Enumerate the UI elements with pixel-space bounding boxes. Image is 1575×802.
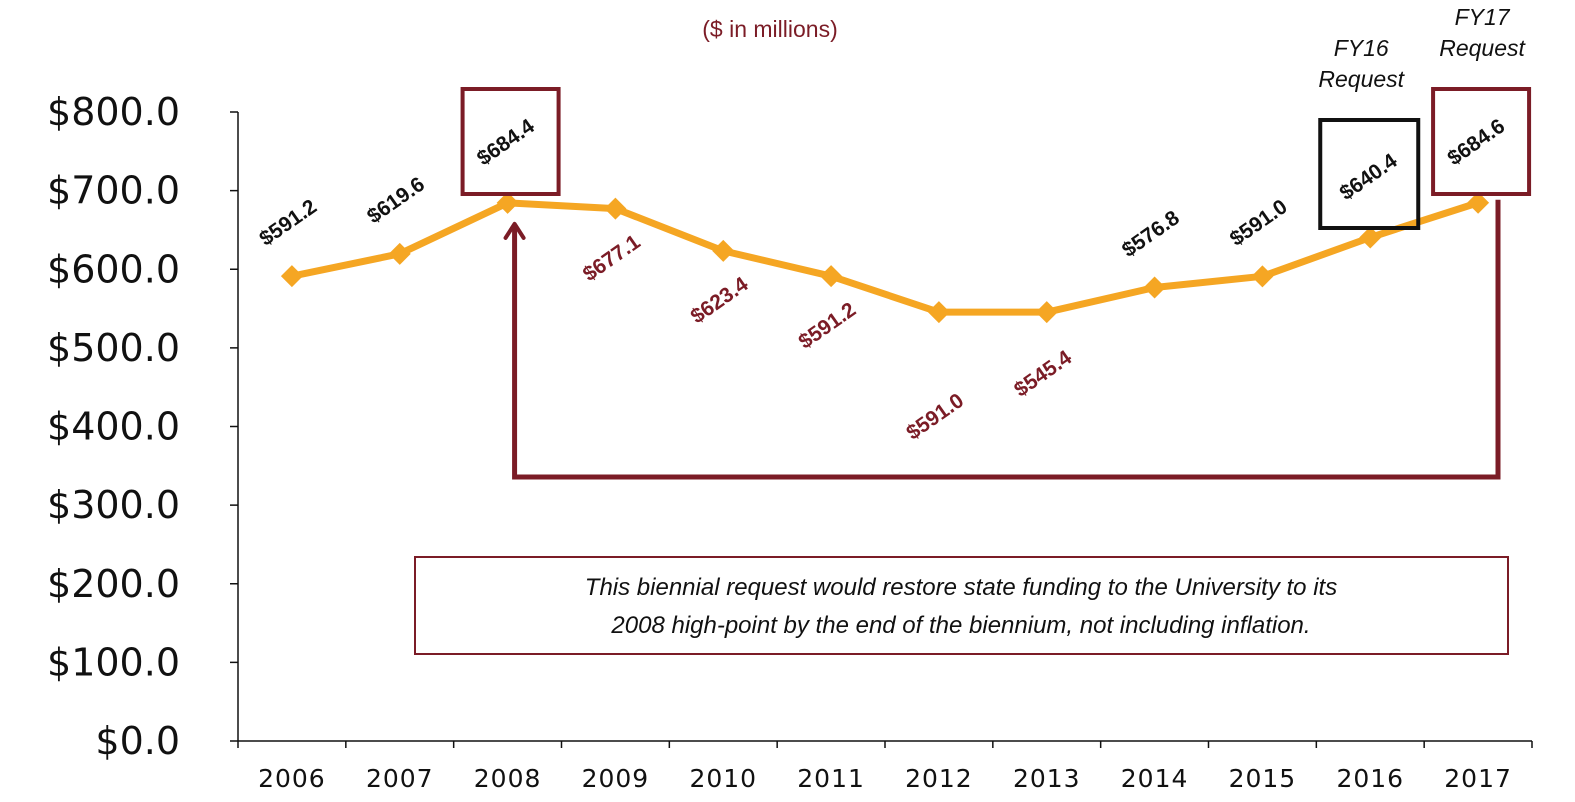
request-label-line-2: Request — [1318, 66, 1405, 92]
restore-bracket — [503, 199, 1501, 480]
axes — [230, 111, 1533, 748]
annotation-line-2: 2008 high-point by the end of the bienni… — [610, 612, 1310, 639]
y-tick-label: $300.0 — [47, 483, 180, 527]
request-labels: FY16 Request FY17 Request — [1318, 4, 1526, 92]
x-axis-labels: 2006 2007 2008 2009 2010 2011 2012 2013 2014 2015… — [258, 764, 1512, 793]
x-tick-label: 2014 — [1121, 764, 1189, 793]
data-point-marker — [604, 197, 627, 220]
x-tick-label: 2006 — [258, 764, 326, 793]
highlight-box — [1431, 87, 1532, 196]
x-tick-label: 2012 — [905, 764, 973, 793]
series-line-layer — [291, 199, 1480, 316]
data-point-marker — [1467, 191, 1490, 214]
data-label: $576.8 — [1118, 206, 1184, 262]
annotation-box: This biennial request would restore stat… — [414, 556, 1509, 655]
request-label-line-1: FY17 — [1455, 4, 1511, 30]
y-tick-label: $0.0 — [95, 719, 180, 763]
y-tick-label: $800.0 — [47, 90, 180, 134]
data-label: $623.4 — [687, 273, 753, 329]
y-tick-label: $400.0 — [47, 405, 180, 449]
data-point-marker — [280, 265, 303, 288]
x-tick-label: 2013 — [1013, 764, 1081, 793]
data-label: $619.6 — [363, 173, 429, 229]
highlight-boxes — [460, 87, 1532, 230]
data-label: $640.4 — [1336, 149, 1402, 205]
data-point-marker — [1143, 276, 1166, 299]
highlight-box — [1318, 118, 1421, 230]
data-point-marker — [1359, 226, 1382, 249]
data-point-marker — [388, 242, 411, 265]
x-tick-label: 2017 — [1444, 764, 1512, 793]
bracket-line — [512, 199, 1501, 480]
data-label: $591.2 — [794, 298, 860, 354]
y-tick-label: $700.0 — [47, 169, 180, 213]
request-label-line-1: FY16 — [1334, 35, 1389, 61]
y-tick-label: $600.0 — [47, 247, 180, 291]
x-tick-label: 2010 — [689, 764, 757, 793]
x-tick-label: 2007 — [366, 764, 434, 793]
data-label: $545.4 — [1010, 346, 1076, 402]
data-label: $591.2 — [255, 195, 321, 251]
annotation-line-1: This biennial request would restore stat… — [585, 574, 1337, 601]
y-tick-label: $200.0 — [47, 562, 180, 606]
data-label: $591.0 — [1226, 195, 1292, 251]
data-point-marker — [927, 301, 950, 324]
annotation-frame — [414, 556, 1509, 655]
data-label: $684.6 — [1443, 115, 1509, 171]
series-line — [291, 199, 1480, 316]
highlight-box — [460, 87, 561, 196]
data-point-marker — [712, 239, 735, 262]
y-axis-labels: $0.0 $100.0 $200.0 $300.0 $400.0 $500.0 $600.0… — [47, 90, 180, 763]
data-label: $591.0 — [902, 389, 968, 445]
x-tick-label: 2008 — [474, 764, 542, 793]
x-tick-label: 2016 — [1336, 764, 1404, 793]
y-tick-label: $500.0 — [47, 326, 180, 370]
bracket-arrowhead — [503, 221, 526, 240]
request-label-line-2: Request — [1439, 35, 1526, 61]
x-tick-label: 2015 — [1229, 764, 1297, 793]
data-markers — [280, 191, 1490, 324]
y-tick-label: $100.0 — [47, 640, 180, 684]
x-tick-label: 2009 — [582, 764, 650, 793]
data-point-marker — [1251, 265, 1274, 288]
data-point-marker — [1035, 301, 1058, 324]
chart-subtitle: ($ in millions) — [702, 16, 837, 42]
data-label: $684.4 — [473, 115, 539, 171]
data-point-marker — [820, 265, 843, 288]
data-point-marker — [496, 191, 519, 214]
data-label: $677.1 — [579, 230, 645, 286]
x-tick-label: 2011 — [797, 764, 865, 793]
